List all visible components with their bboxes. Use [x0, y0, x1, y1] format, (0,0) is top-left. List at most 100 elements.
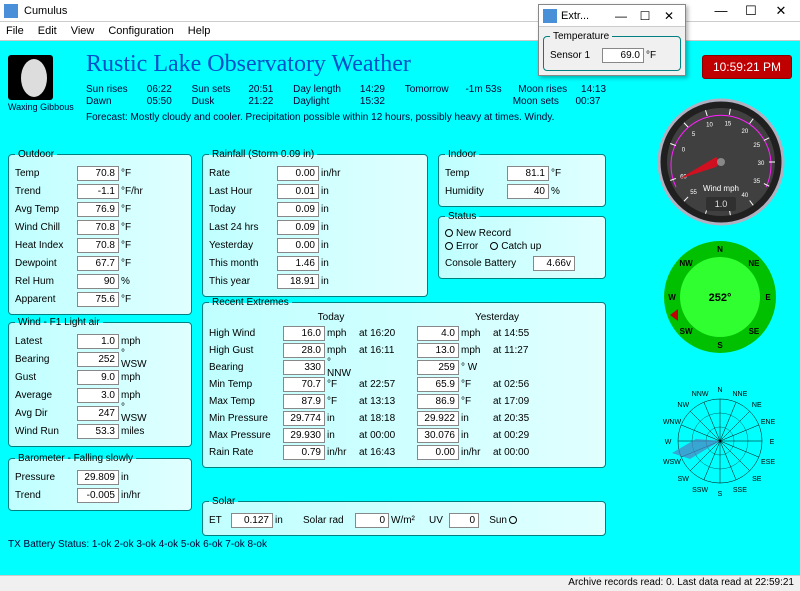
field-label: Temp	[15, 168, 75, 179]
wind-rose: NNNENEENEEESESESSESSSWSWWSWWWNWNWNNW	[660, 381, 780, 501]
field-label: Average	[15, 390, 75, 401]
svg-text:35: 35	[753, 179, 760, 185]
menu-help[interactable]: Help	[188, 25, 211, 37]
svg-text:NNW: NNW	[692, 391, 709, 398]
field-label: Heat Index	[15, 240, 75, 251]
clock: 10:59:21 PM	[702, 55, 792, 79]
popup-minimize-button[interactable]: —	[609, 9, 633, 23]
field-label: Today	[209, 204, 275, 215]
maximize-button[interactable]: ☐	[736, 2, 766, 20]
ext-today-time: at 16:20	[359, 328, 415, 339]
field-value: 0.09	[277, 202, 319, 217]
ext-yest-val: 30.076	[417, 428, 459, 443]
ext-today-unit: mph	[327, 345, 357, 356]
ext-name: Rain Rate	[209, 447, 281, 458]
field-value: 90	[77, 274, 119, 289]
field-label: Last 24 hrs	[209, 222, 275, 233]
field-unit: mph	[121, 336, 151, 347]
field-unit: in	[321, 222, 351, 233]
ext-name: Min Pressure	[209, 413, 281, 424]
menu-edit[interactable]: Edit	[38, 25, 57, 37]
field-label: Trend	[15, 490, 75, 501]
moonrises-val: 14:13	[581, 84, 606, 96]
svg-text:E: E	[765, 293, 771, 302]
ext-name: High Gust	[209, 345, 281, 356]
ext-yest-unit: ° W	[461, 362, 491, 373]
field-value: 0.00	[277, 166, 319, 181]
barometer-panel: Barometer - Falling slowly Pressure 29.8…	[8, 453, 192, 511]
sun-lbl: Sun	[481, 515, 507, 526]
ext-today-unit: in/hr	[327, 447, 357, 458]
et-unit: in	[275, 515, 301, 526]
popup-temperature-group: Temperature Sensor 1 69.0 °F	[543, 31, 681, 71]
today-header: Today	[281, 312, 381, 323]
ext-name: Min Temp	[209, 379, 281, 390]
popup-icon	[543, 9, 557, 23]
minimize-button[interactable]: —	[706, 2, 736, 20]
popup-close-button[interactable]: ✕	[657, 9, 681, 23]
battery-lbl: Console Battery	[445, 258, 531, 269]
field-unit: in/hr	[121, 490, 151, 501]
ext-yest-unit: °F	[461, 379, 491, 390]
ext-today-time: at 16:43	[359, 447, 415, 458]
page-title: Rustic Lake Observatory Weather	[86, 51, 796, 78]
moonsets-val: 00:37	[575, 96, 600, 108]
menu-configuration[interactable]: Configuration	[108, 25, 173, 37]
content-area: Waxing Gibbous Rustic Lake Observatory W…	[0, 41, 800, 575]
close-button[interactable]: ✕	[766, 2, 796, 20]
field-unit: mph	[121, 390, 151, 401]
svg-text:WSW: WSW	[663, 459, 681, 466]
field-value: 0.01	[277, 184, 319, 199]
svg-text:NW: NW	[677, 402, 689, 409]
field-unit: in	[321, 204, 351, 215]
ext-name: Bearing	[209, 362, 281, 373]
indoor-panel: Indoor Temp 81.1 °FHumidity 40 %	[438, 149, 606, 207]
et-val: 0.127	[231, 513, 273, 528]
field-label: Avg Dir	[15, 408, 75, 419]
svg-text:40: 40	[742, 193, 749, 199]
sensor-lbl: Sensor 1	[550, 50, 600, 61]
svg-text:N: N	[717, 245, 723, 254]
svg-text:15: 15	[725, 122, 732, 128]
popup-maximize-button[interactable]: ☐	[633, 9, 657, 23]
ext-yest-val: 13.0	[417, 343, 459, 358]
daylight-lbl: Daylight	[293, 96, 357, 108]
forecast-text: Mostly cloudy and cooler. Precipitation …	[130, 112, 554, 124]
ext-today-unit: in	[327, 430, 357, 441]
ext-yest-val: 4.0	[417, 326, 459, 341]
svg-text:SE: SE	[752, 476, 762, 483]
ext-today-time: at 13:13	[359, 396, 415, 407]
ext-today-time: at 18:18	[359, 413, 415, 424]
field-unit: %	[551, 186, 581, 197]
menu-view[interactable]: View	[71, 25, 95, 37]
field-value: 75.6	[77, 292, 119, 307]
sun-indicator-icon	[509, 516, 517, 524]
ext-today-val: 330	[283, 360, 325, 375]
ext-yest-unit: mph	[461, 345, 491, 356]
daylen-val: 14:29	[360, 84, 402, 96]
wind-gauge: 0 5 10 15 20 25 30 35 40 45 50 55 60 Win…	[656, 97, 786, 227]
svg-text:SE: SE	[749, 327, 760, 336]
ext-yest-val: 0.00	[417, 445, 459, 460]
moonsets-lbl: Moon sets	[513, 96, 573, 108]
field-label: Wind Run	[15, 426, 75, 437]
barometer-legend: Barometer - Falling slowly	[15, 453, 136, 464]
ext-today-unit: ° NNW	[327, 357, 357, 379]
field-value: 70.8	[77, 238, 119, 253]
sunsets-lbl: Sun sets	[192, 84, 246, 96]
dusk-val: 21:22	[248, 96, 290, 108]
ext-today-val: 28.0	[283, 343, 325, 358]
field-unit: ° WSW	[121, 402, 151, 424]
field-unit: °F	[121, 240, 151, 251]
ext-name: High Wind	[209, 328, 281, 339]
status-error: Error	[445, 241, 478, 252]
svg-text:WNW: WNW	[663, 419, 682, 426]
menu-file[interactable]: File	[6, 25, 24, 37]
svg-text:ESE: ESE	[761, 459, 775, 466]
moonrises-lbl: Moon rises	[518, 84, 578, 96]
dawn-lbl: Dawn	[86, 96, 144, 108]
field-value: 3.0	[77, 388, 119, 403]
field-value: 76.9	[77, 202, 119, 217]
svg-text:W: W	[665, 439, 672, 446]
field-label: Rate	[209, 168, 275, 179]
